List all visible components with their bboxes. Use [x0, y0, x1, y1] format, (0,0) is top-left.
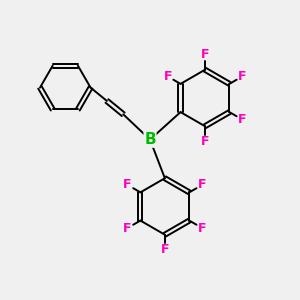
Text: F: F: [164, 70, 172, 83]
Text: F: F: [123, 178, 132, 191]
Text: F: F: [160, 243, 169, 256]
Text: F: F: [198, 221, 206, 235]
Text: F: F: [198, 178, 206, 191]
Text: F: F: [201, 135, 209, 148]
Text: F: F: [238, 113, 247, 126]
Text: B: B: [144, 132, 156, 147]
Text: F: F: [238, 70, 247, 83]
Text: F: F: [123, 221, 132, 235]
Text: F: F: [201, 48, 209, 62]
